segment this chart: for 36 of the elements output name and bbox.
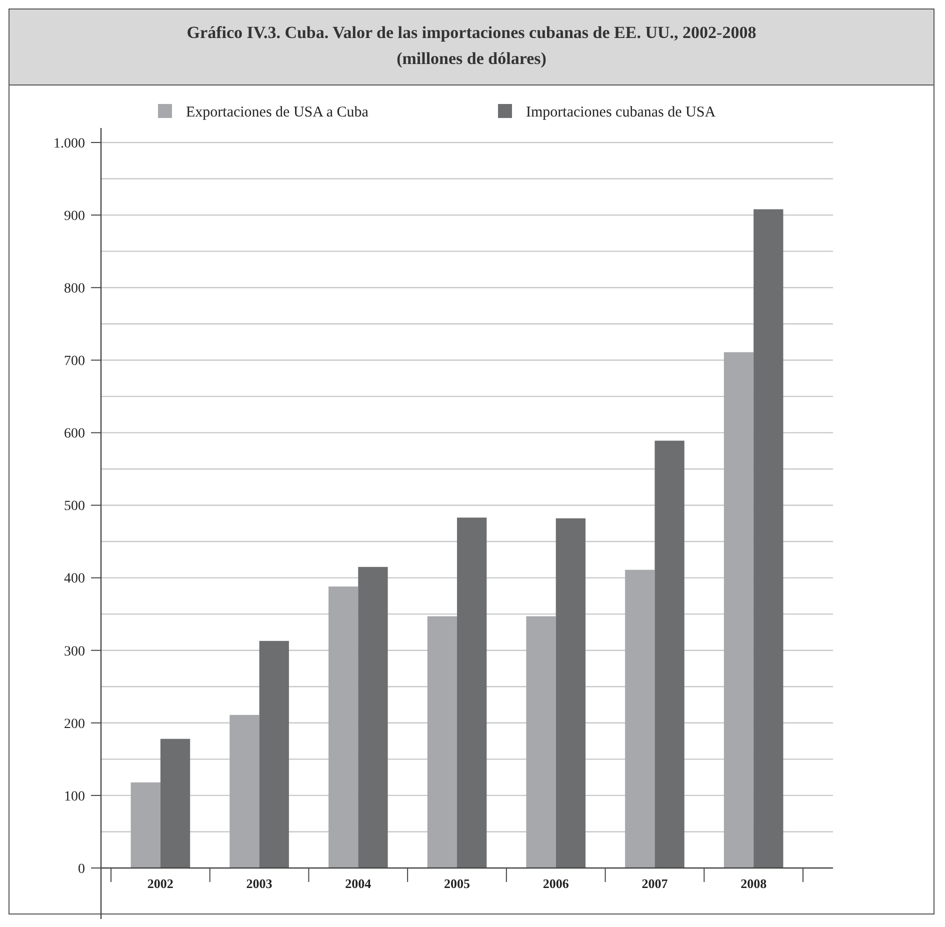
bar — [556, 518, 586, 868]
y-tick-label: 100 — [64, 789, 85, 804]
x-tick-label: 2002 — [147, 876, 174, 891]
legend-label: Importaciones cubanas de USA — [526, 104, 716, 120]
y-tick-label: 400 — [64, 572, 85, 587]
y-tick-label: 700 — [64, 354, 85, 370]
x-tick-label: 2004 — [345, 876, 372, 891]
bar — [130, 782, 160, 868]
y-tick-label: 900 — [64, 208, 85, 224]
bar — [328, 586, 358, 868]
y-tick-label: 300 — [64, 644, 85, 660]
bar — [358, 566, 388, 868]
bar — [427, 616, 457, 868]
chart-subtitle: (millones de dólares) — [396, 49, 546, 68]
chart-title: Gráfico IV.3. Cuba. Valor de las importaciones cubanas de EE. UU., 2002-2008 — [186, 23, 756, 42]
bar — [724, 352, 754, 868]
x-tick-label: 2007 — [642, 876, 668, 891]
bar — [654, 440, 684, 868]
bar — [625, 570, 655, 868]
y-tick-label: 600 — [64, 426, 85, 442]
x-tick-label: 2003 — [246, 876, 273, 891]
bar — [160, 738, 190, 868]
y-tick-label: 500 — [64, 499, 85, 514]
bar — [457, 518, 487, 868]
bar — [754, 209, 784, 868]
bar — [230, 714, 260, 868]
y-tick-label: 1.000 — [54, 136, 85, 152]
bar — [526, 616, 556, 868]
x-tick-label: 2008 — [740, 876, 768, 891]
legend-label: Exportaciones de USA a Cuba — [186, 104, 369, 120]
y-tick-label: 0 — [78, 862, 85, 877]
y-tick-label: 200 — [64, 716, 85, 732]
bar — [259, 640, 289, 868]
x-tick-label: 2005 — [444, 876, 470, 891]
x-tick-label: 2006 — [542, 876, 570, 891]
y-tick-label: 800 — [64, 282, 85, 297]
